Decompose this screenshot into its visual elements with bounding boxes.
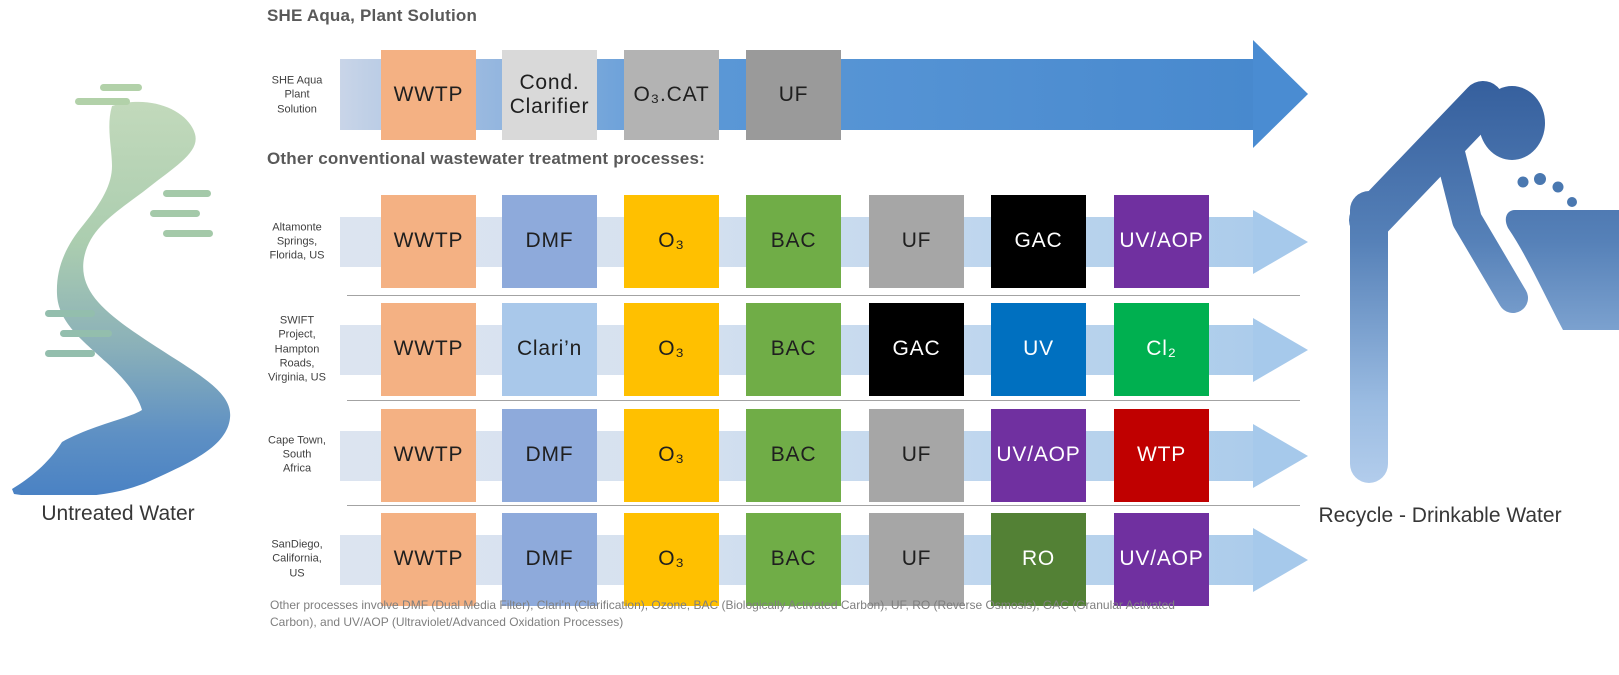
- process-step: DMF: [502, 195, 597, 288]
- water-drops: [1517, 173, 1577, 207]
- process-step: O₃.CAT: [624, 50, 719, 140]
- flow-arrow-head: [1253, 40, 1308, 148]
- process-row-san-diego: SanDiego, California, US WWTP DMF O₃ BAC…: [0, 513, 1619, 606]
- flow-arrow-head: [1253, 528, 1308, 592]
- process-step: WWTP: [381, 409, 476, 502]
- process-step: BAC: [746, 513, 841, 606]
- row-divider: [347, 295, 1300, 296]
- process-step: DMF: [502, 513, 597, 606]
- process-step: UV/AOP: [1114, 513, 1209, 606]
- process-step: DMF: [502, 409, 597, 502]
- river-illustration: [12, 84, 231, 495]
- process-step: WWTP: [381, 195, 476, 288]
- row-label-altamonte: Altamonte Springs, Florida, US: [269, 221, 325, 262]
- recycle-drinkable-water-label: Recycle - Drinkable Water: [1318, 504, 1562, 527]
- process-step: BAC: [746, 303, 841, 396]
- other-processes-title: Other conventional wastewater treatment …: [267, 149, 705, 168]
- she-aqua-title: SHE Aqua, Plant Solution: [267, 6, 478, 25]
- row-divider: [347, 400, 1300, 401]
- process-step: WWTP: [381, 50, 476, 140]
- process-step: UV/AOP: [991, 409, 1086, 502]
- row-label-swift: SWIFT Project, Hampton Roads, Virginia, …: [268, 314, 326, 384]
- process-row-swift: SWIFT Project, Hampton Roads, Virginia, …: [0, 303, 1619, 396]
- process-step: BAC: [746, 195, 841, 288]
- process-step: Cond. Clarifier: [502, 50, 597, 140]
- drinking-person-illustration: [1349, 81, 1619, 483]
- river-shape: [12, 102, 231, 495]
- flow-arrow-head: [1253, 318, 1308, 382]
- process-step: Cl₂: [1114, 303, 1209, 396]
- process-step: UF: [746, 50, 841, 140]
- flow-arrow-head: [1253, 210, 1308, 274]
- row-label-san-diego: SanDiego, California, US: [271, 538, 323, 580]
- fountain-basin: [1505, 210, 1619, 330]
- process-step: WTP: [1114, 409, 1209, 502]
- row-label-cape-town: Cape Town, South Africa: [268, 434, 326, 475]
- process-step: WWTP: [381, 303, 476, 396]
- process-step: WWTP: [381, 513, 476, 606]
- untreated-water-label: Untreated Water: [41, 502, 195, 525]
- person-arm: [1433, 130, 1528, 313]
- person-torso: [1349, 81, 1504, 241]
- row-divider: [347, 505, 1300, 506]
- flow-dashes: [45, 84, 213, 357]
- process-abbreviations-footnote: Other processes involve DMF (Dual Media …: [270, 598, 1175, 629]
- process-row-she-aqua: SHE Aqua Plant Solution WWTP Cond. Clari…: [0, 40, 1619, 148]
- process-step: RO: [991, 513, 1086, 606]
- process-step: O₃: [624, 513, 719, 606]
- process-step: O₃: [624, 409, 719, 502]
- process-step: Clari’n: [502, 303, 597, 396]
- row-label-she-aqua: SHE Aqua Plant Solution: [271, 74, 323, 116]
- process-step: O₃: [624, 303, 719, 396]
- process-step: GAC: [991, 195, 1086, 288]
- process-step: UV/AOP: [1114, 195, 1209, 288]
- process-step: BAC: [746, 409, 841, 502]
- process-step: O₃: [624, 195, 719, 288]
- process-row-altamonte: Altamonte Springs, Florida, US WWTP DMF …: [0, 195, 1619, 288]
- process-step: UF: [869, 409, 964, 502]
- process-step: UF: [869, 195, 964, 288]
- process-step: UV: [991, 303, 1086, 396]
- flow-arrow-head: [1253, 424, 1308, 488]
- process-step: UF: [869, 513, 964, 606]
- process-row-cape-town: Cape Town, South Africa WWTP DMF O₃ BAC …: [0, 409, 1619, 502]
- process-step: GAC: [869, 303, 964, 396]
